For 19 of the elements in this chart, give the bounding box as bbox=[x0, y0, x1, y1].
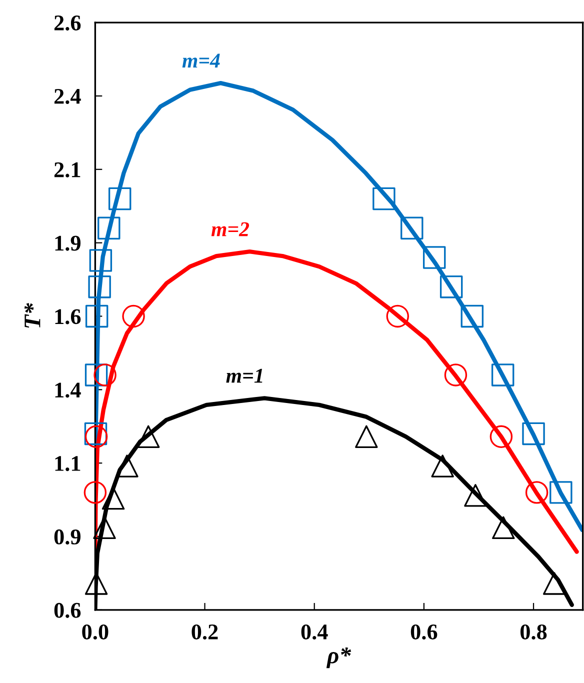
x-axis-title: ρ* bbox=[326, 647, 352, 668]
x-tick-label: 0.6 bbox=[410, 624, 438, 640]
y-axis-title: T* bbox=[24, 303, 40, 328]
y-tick-label: 0.6 bbox=[54, 602, 81, 618]
series-label: m=1 bbox=[226, 368, 262, 383]
series-label: m=4 bbox=[182, 54, 220, 68]
x-tick-label: 0.0 bbox=[82, 624, 108, 640]
y-tick-label: 2.1 bbox=[54, 162, 80, 178]
y-tick-label: 1.6 bbox=[55, 309, 81, 324]
y-tick-label: 2.4 bbox=[54, 88, 81, 104]
series-label: m=2 bbox=[211, 222, 250, 236]
x-tick-label: 0.4 bbox=[301, 624, 328, 640]
y-tick-label: 0.9 bbox=[54, 529, 80, 545]
y-tick-label: 2.6 bbox=[54, 16, 81, 31]
y-tick-label: 1.9 bbox=[55, 236, 80, 251]
x-tick-label: 0.2 bbox=[192, 624, 218, 640]
y-tick-label: 1.4 bbox=[55, 382, 81, 398]
y-tick-label: 1.1 bbox=[55, 456, 80, 472]
x-tick-label: 0.8 bbox=[520, 624, 547, 640]
